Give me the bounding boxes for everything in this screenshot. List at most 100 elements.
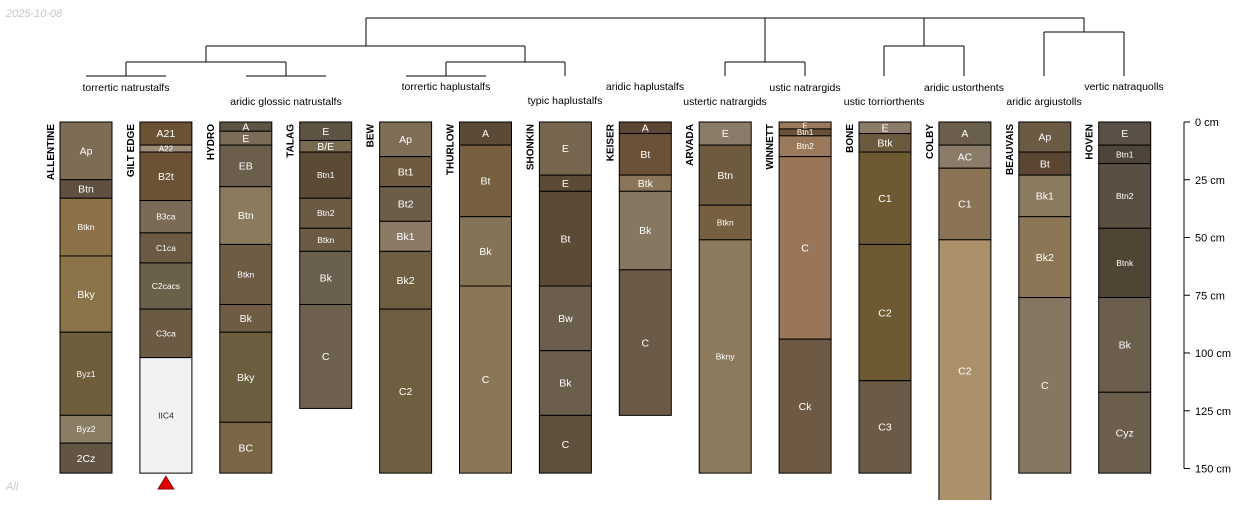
axis-tick-label: 150 cm (1195, 464, 1231, 476)
horizon-label: E (722, 128, 729, 140)
horizon-label: IIC4 (158, 410, 174, 420)
horizon-label: B2t (158, 171, 174, 183)
horizon-block (1098, 227, 1152, 299)
horizon-block (538, 121, 592, 176)
horizon-label: Btkn (237, 269, 254, 279)
profile-beauvais: Ap Bt Bk1 Bk2 C BEAUVAIS (1005, 121, 1072, 474)
horizon-label: A22 (159, 144, 174, 153)
profile-name: COLBY (925, 124, 936, 159)
dendrogram (86, 17, 1125, 77)
profile-name: WINNETT (765, 124, 776, 170)
profile-thurlow: A Bt Bk C THURLOW (446, 121, 512, 474)
horizon-label: E (802, 121, 807, 130)
horizon-label: Bkny (716, 351, 736, 361)
horizon-block (698, 144, 752, 206)
horizon-label: A (482, 128, 489, 140)
horizon-label: Btkn (317, 235, 334, 245)
taxonomy-label: aridic argiustolls (1006, 96, 1081, 108)
horizon-block (1098, 163, 1152, 229)
profile-bone: E Btk C1 C2 C3 BONE (845, 121, 912, 474)
horizon-label: A21 (157, 128, 176, 140)
taxonomy-label: vertic natraquolls (1084, 81, 1163, 93)
profile-name: HYDRO (206, 124, 217, 160)
horizon-label: E (322, 126, 329, 138)
horizon-label: Byz1 (77, 369, 96, 379)
profile-shonkin: E E Bt Bw Bk C SHONKIN (525, 121, 592, 474)
horizon-block (1098, 297, 1152, 393)
profile-arvada: E Btn Btkn Bkny ARVADA (685, 121, 752, 474)
horizon-block (778, 156, 832, 340)
profile-hydro: AE EB Btn Btkn Bk Bky BC HYDRO (206, 121, 273, 474)
horizon-block (1098, 391, 1152, 474)
horizon-block (219, 243, 273, 305)
horizon-block (698, 239, 752, 474)
horizon-label: C2 (399, 386, 413, 398)
horizon-label: Bt (481, 176, 491, 188)
horizon-label: Bk (1119, 340, 1132, 352)
horizon-block (139, 200, 193, 234)
horizon-label: BC (239, 442, 254, 454)
profile-talag: E B/E Btn1 Btn2 Btkn Bk C TALAG (286, 121, 353, 409)
horizon-block (538, 350, 592, 416)
horizon-label: C2cacs (152, 281, 180, 291)
horizon-block (299, 303, 353, 409)
horizon-label: C (1041, 380, 1049, 392)
horizon-label: Cyz (1116, 427, 1134, 439)
horizon-block (858, 380, 912, 474)
horizon-label: Bt1 (398, 166, 414, 178)
horizon-label: C (482, 374, 490, 386)
axis-tick-label: 100 cm (1195, 348, 1231, 360)
horizon-label: B3ca (156, 212, 176, 222)
horizon-label: Ap (1038, 132, 1051, 144)
horizon-label: C2 (958, 366, 972, 378)
horizon-label: Btn1 (1116, 149, 1134, 159)
profile-name: KEISER (605, 123, 616, 161)
horizon-label: E (881, 122, 888, 134)
taxonomy-label: aridic glossic natrustalfs (230, 96, 341, 108)
horizon-label: C1ca (156, 243, 176, 253)
horizon-label: Bk (479, 246, 492, 258)
truncation-marker (157, 475, 175, 490)
horizon-block (379, 308, 433, 474)
horizon-block (59, 255, 113, 333)
taxonomy-labels: torrertic natrustalfs aridic glossic natr… (83, 81, 1164, 108)
horizon-label: Btn (717, 170, 733, 182)
horizon-label: Ap (80, 146, 93, 158)
horizon-block (1018, 121, 1072, 153)
profile-name: ARVADA (685, 124, 696, 166)
horizon-label: Btn1 (797, 128, 814, 137)
horizon-label: E (562, 178, 569, 190)
profile-hoven: E Btn1 Btn2 Btnk Bk Cyz HOVEN (1085, 121, 1152, 474)
horizon-label: Bt (1040, 158, 1050, 170)
profile-name: THURLOW (446, 123, 457, 175)
horizon-block (379, 186, 433, 222)
horizon-label: Btkn (77, 222, 94, 232)
profile-name: SHONKIN (525, 124, 536, 170)
horizon-label: C1 (878, 193, 892, 205)
taxonomy-label: ustic torriorthents (844, 96, 925, 108)
horizon-label: Bk2 (1036, 252, 1054, 264)
profile-name: GILT EDGE (126, 124, 137, 177)
horizon-block (219, 144, 273, 188)
horizon-label: C (801, 243, 809, 255)
horizon-label: Bt2 (398, 199, 414, 211)
horizon-block (459, 285, 512, 474)
horizon-label: AC (958, 151, 973, 163)
horizon-label: Bk (320, 273, 333, 285)
horizon-block (858, 151, 912, 245)
horizon-label: Btnk (1116, 258, 1134, 268)
profile-gilt-edge: A21 A22 B2t B3ca C1ca C2cacs C3ca IIC4 GILT EDGE (126, 121, 193, 490)
horizon-block (938, 167, 992, 241)
profile-name: TALAG (286, 124, 297, 158)
axis-tick-label: 75 cm (1195, 290, 1225, 302)
horizon-label: Btn (238, 210, 254, 222)
horizon-block (59, 197, 113, 257)
horizon-label: Btkn (717, 217, 734, 227)
horizon-block (219, 421, 273, 474)
taxonomy-label: typic haplustalfs (528, 95, 603, 107)
horizon-label: C (562, 439, 570, 451)
horizon-label: Bk1 (1036, 191, 1054, 203)
horizon-label: Bk1 (397, 231, 415, 243)
horizon-block (139, 232, 193, 264)
